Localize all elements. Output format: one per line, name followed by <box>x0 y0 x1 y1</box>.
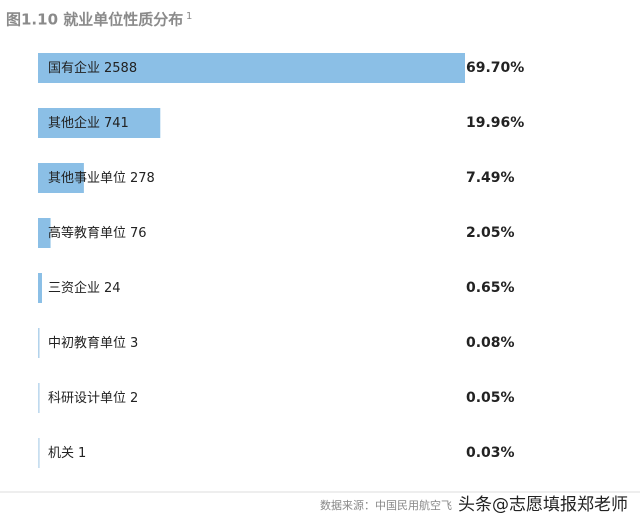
category-count: 24 <box>104 281 121 296</box>
watermark: 头条@志愿填报郑老师 <box>458 495 628 515</box>
category-name: 国有企业 <box>48 60 100 76</box>
category-count: 2 <box>130 391 138 406</box>
category-name: 其他企业 <box>48 115 100 131</box>
value-label: 69.70% <box>466 60 524 76</box>
category-label: 国有企业 2588 <box>48 60 137 76</box>
value-label: 0.65% <box>466 280 515 296</box>
source: 数据来源：中国民用航空飞 <box>320 498 452 512</box>
category-count: 278 <box>130 171 155 186</box>
category-name: 机关 <box>48 446 74 461</box>
value-label: 0.08% <box>466 335 515 351</box>
category-label: 三资企业 24 <box>48 280 121 296</box>
category-label: 中初教育单位 3 <box>48 335 138 351</box>
bar <box>38 273 42 303</box>
category-label: 科研设计单位 2 <box>48 391 138 406</box>
bar <box>38 218 51 248</box>
title-note: 1 <box>186 11 192 22</box>
bar <box>38 163 84 193</box>
value-label: 0.03% <box>466 445 515 461</box>
bar <box>38 53 465 83</box>
category-count: 1 <box>78 446 86 461</box>
category-count: 3 <box>130 336 138 351</box>
category-label: 高等教育单位 76 <box>48 225 147 241</box>
category-name: 中初教育单位 <box>48 335 126 351</box>
category-count: 76 <box>130 226 147 241</box>
category-label: 机关 1 <box>48 446 86 461</box>
category-name: 高等教育单位 <box>48 225 126 241</box>
category-name: 科研设计单位 <box>48 391 126 406</box>
category-name: 三资企业 <box>48 280 100 296</box>
value-label: 19.96% <box>466 115 524 131</box>
value-label: 0.05% <box>466 390 515 406</box>
category-count: 741 <box>104 116 129 131</box>
bar <box>38 108 161 138</box>
chart-title: 图1.10 就业单位性质分布 <box>6 11 183 29</box>
value-label: 2.05% <box>466 225 515 241</box>
category-label: 其他事业单位 278 <box>48 171 155 186</box>
category-count: 2588 <box>104 61 137 76</box>
category-name: 其他事业单位 <box>48 171 126 186</box>
category-label: 其他企业 741 <box>48 115 129 131</box>
value-label: 7.49% <box>466 170 515 186</box>
